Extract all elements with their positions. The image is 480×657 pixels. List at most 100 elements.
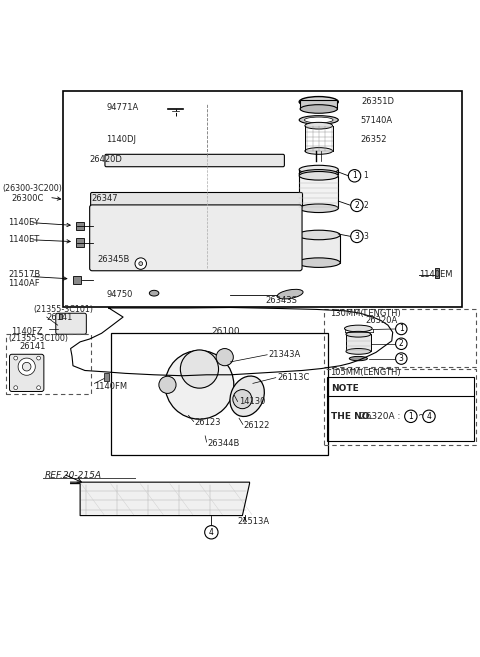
Text: 26122: 26122 xyxy=(244,421,270,430)
Bar xyxy=(297,235,340,263)
Text: 26351D: 26351D xyxy=(362,97,395,106)
Circle shape xyxy=(204,526,218,539)
Ellipse shape xyxy=(233,390,252,409)
Text: 1140ET: 1140ET xyxy=(9,235,40,244)
Text: 1140FM: 1140FM xyxy=(95,382,128,391)
Ellipse shape xyxy=(305,148,333,154)
Bar xyxy=(63,91,462,307)
Bar xyxy=(346,334,371,351)
Text: 26141: 26141 xyxy=(20,342,46,351)
Text: 1: 1 xyxy=(363,171,368,180)
Text: 21513A: 21513A xyxy=(238,517,270,526)
Text: 1140EY: 1140EY xyxy=(9,218,40,227)
Ellipse shape xyxy=(299,116,338,124)
Text: (26300-3C200): (26300-3C200) xyxy=(2,184,62,193)
Text: 26352: 26352 xyxy=(360,135,387,145)
Text: REF.20-215A: REF.20-215A xyxy=(44,471,101,480)
Circle shape xyxy=(423,410,435,422)
Ellipse shape xyxy=(304,117,333,123)
Circle shape xyxy=(180,350,218,388)
Circle shape xyxy=(396,353,407,364)
Bar xyxy=(299,176,338,208)
Circle shape xyxy=(351,199,363,212)
Ellipse shape xyxy=(299,97,338,107)
Circle shape xyxy=(165,350,234,419)
Circle shape xyxy=(135,258,146,269)
Text: 21343A: 21343A xyxy=(269,350,301,359)
Ellipse shape xyxy=(346,331,371,337)
Text: 94771A: 94771A xyxy=(107,103,139,112)
Text: 1140DJ: 1140DJ xyxy=(107,135,136,143)
Text: 26123: 26123 xyxy=(195,419,221,428)
Circle shape xyxy=(36,356,40,360)
Bar xyxy=(327,377,474,441)
FancyBboxPatch shape xyxy=(90,205,302,271)
Circle shape xyxy=(187,502,198,512)
Text: 1140AF: 1140AF xyxy=(9,279,40,288)
Ellipse shape xyxy=(299,204,338,212)
Ellipse shape xyxy=(230,376,264,417)
Text: 21517B: 21517B xyxy=(9,270,41,279)
Text: (21355-3C101): (21355-3C101) xyxy=(34,305,94,314)
Bar xyxy=(324,369,476,445)
Ellipse shape xyxy=(277,289,303,299)
Text: 3: 3 xyxy=(363,232,368,241)
Text: 94750: 94750 xyxy=(107,290,133,299)
Text: 130MM(LENGTH): 130MM(LENGTH) xyxy=(330,309,400,318)
Circle shape xyxy=(14,356,18,360)
Bar xyxy=(111,333,328,455)
FancyBboxPatch shape xyxy=(56,313,86,334)
Circle shape xyxy=(396,323,407,334)
Text: 1: 1 xyxy=(352,171,357,180)
Text: 3: 3 xyxy=(355,232,360,241)
Ellipse shape xyxy=(345,325,372,332)
Circle shape xyxy=(159,376,176,394)
Text: 3: 3 xyxy=(399,354,404,363)
Ellipse shape xyxy=(297,230,340,240)
Text: 26345B: 26345B xyxy=(98,255,130,264)
Circle shape xyxy=(405,410,417,422)
Text: 26141: 26141 xyxy=(47,313,73,321)
Circle shape xyxy=(139,261,143,265)
Text: NOTE: NOTE xyxy=(331,384,359,393)
Ellipse shape xyxy=(299,170,338,178)
Bar xyxy=(300,101,337,109)
Text: 26347: 26347 xyxy=(91,194,118,203)
Ellipse shape xyxy=(297,258,340,267)
Text: 26113C: 26113C xyxy=(277,373,310,382)
Text: 1: 1 xyxy=(399,325,404,334)
Text: ~: ~ xyxy=(418,411,427,421)
Text: 105MM(LENGTH): 105MM(LENGTH) xyxy=(330,369,400,377)
Text: 4: 4 xyxy=(427,412,432,421)
Text: 2: 2 xyxy=(399,339,404,348)
Ellipse shape xyxy=(349,356,367,361)
Bar xyxy=(73,275,81,284)
Text: THE NO.: THE NO. xyxy=(331,412,372,421)
Circle shape xyxy=(396,338,407,350)
Circle shape xyxy=(216,349,233,366)
Text: 2: 2 xyxy=(355,201,360,210)
Circle shape xyxy=(190,505,195,510)
Ellipse shape xyxy=(305,122,333,129)
Polygon shape xyxy=(71,482,250,516)
Ellipse shape xyxy=(149,290,159,296)
Bar xyxy=(76,238,84,247)
Text: 26100: 26100 xyxy=(211,327,240,336)
FancyBboxPatch shape xyxy=(10,354,44,392)
Bar xyxy=(59,314,62,319)
Text: 4: 4 xyxy=(209,528,214,537)
Text: 1140EM: 1140EM xyxy=(419,270,453,279)
Ellipse shape xyxy=(299,171,338,180)
FancyBboxPatch shape xyxy=(91,193,302,208)
Text: (21355-3C100): (21355-3C100) xyxy=(9,334,69,342)
Circle shape xyxy=(36,386,40,390)
Text: 26320A :: 26320A : xyxy=(360,412,404,421)
Bar xyxy=(324,309,476,367)
Ellipse shape xyxy=(299,166,338,174)
FancyBboxPatch shape xyxy=(105,154,284,167)
Text: 26343S: 26343S xyxy=(265,296,297,306)
Text: 26320A: 26320A xyxy=(365,317,397,325)
Circle shape xyxy=(351,230,363,242)
Bar xyxy=(105,373,109,382)
Text: 26420D: 26420D xyxy=(90,155,122,164)
